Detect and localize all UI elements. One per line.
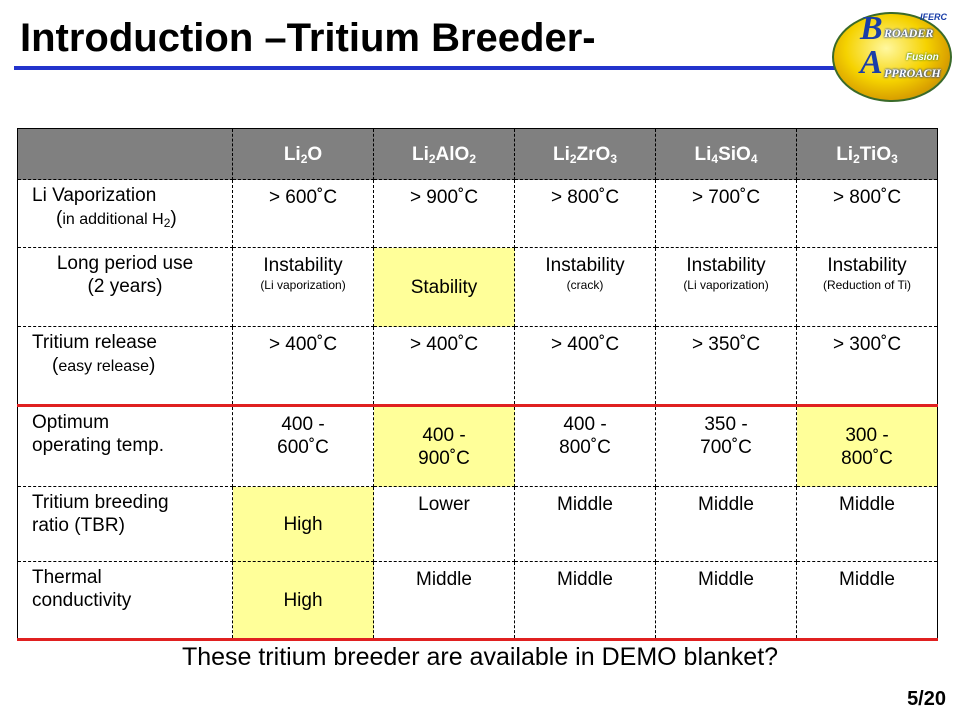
table-row: Thermal conductivity High Middle Middle … bbox=[17, 561, 938, 641]
header-li2zro3: Li2ZrO3 bbox=[514, 128, 656, 180]
table-cell: Lower bbox=[373, 486, 515, 562]
table-cell: Instability (crack) bbox=[514, 247, 656, 327]
table-row: Tritium breeding ratio (TBR) High Lower … bbox=[17, 486, 938, 562]
row-label-optimum-operating-temp: Optimum operating temp. bbox=[17, 404, 233, 487]
table-cell: 400 -800˚C bbox=[514, 404, 656, 487]
table-cell: 350 -700˚C bbox=[655, 404, 797, 487]
table-cell-highlighted: High bbox=[232, 561, 374, 641]
table-cell: Middle bbox=[796, 561, 938, 641]
logo-emblem bbox=[832, 12, 952, 102]
table-cell: > 400˚C bbox=[514, 326, 656, 406]
table-cell: Instability (Li vaporization) bbox=[655, 247, 797, 327]
logo-letter-a: A bbox=[860, 44, 883, 81]
table-cell: > 900˚C bbox=[373, 179, 515, 248]
closing-question: These tritium breeder are available in D… bbox=[181, 643, 779, 671]
table-row: Li Vaporization (in additional H2) > 600… bbox=[17, 179, 938, 248]
table-cell-highlighted: Stability bbox=[373, 247, 515, 327]
table-cell: > 300˚C bbox=[796, 326, 938, 406]
table-cell: Middle bbox=[514, 561, 656, 641]
table-cell-highlighted: 400 -900˚C bbox=[373, 404, 515, 487]
table-cell: Middle bbox=[373, 561, 515, 641]
table-cell: Instability (Reduction of Ti) bbox=[796, 247, 938, 327]
table-cell: > 800˚C bbox=[796, 179, 938, 248]
table-row: Tritium release (easy release) > 400˚C >… bbox=[17, 326, 938, 406]
breeder-comparison-table: Li2O Li2AlO2 Li2ZrO3 Li4SiO4 Li2TiO3 Li … bbox=[17, 128, 938, 641]
row-label-tritium-release: Tritium release (easy release) bbox=[17, 326, 233, 406]
table-row: Optimum operating temp. 400 -600˚C 400 -… bbox=[17, 404, 938, 487]
logo-text-pproach: PPROACH bbox=[884, 66, 941, 80]
row-label-tritium-breeding-ratio: Tritium breeding ratio (TBR) bbox=[17, 486, 233, 562]
table-cell-highlighted: 300 -800˚C bbox=[796, 404, 938, 487]
title-underline bbox=[14, 66, 840, 70]
logo-text-roader: ROADER bbox=[884, 26, 934, 40]
header-li4sio4: Li4SiO4 bbox=[655, 128, 797, 180]
logo-letter-b: B bbox=[860, 10, 883, 47]
table-cell-highlighted: High bbox=[232, 486, 374, 562]
header-li2o: Li2O bbox=[232, 128, 374, 180]
table-row: Long period use (2 years) Instability (Li… bbox=[17, 247, 938, 327]
slide-title: Introduction –Tritium Breeder- bbox=[20, 16, 596, 60]
table-cell: 400 -600˚C bbox=[232, 404, 374, 487]
table-header-row: Li2O Li2AlO2 Li2ZrO3 Li4SiO4 Li2TiO3 bbox=[17, 128, 938, 180]
table-cell: Middle bbox=[796, 486, 938, 562]
table-cell: > 800˚C bbox=[514, 179, 656, 248]
table-cell: Middle bbox=[655, 486, 797, 562]
table-cell: > 400˚C bbox=[373, 326, 515, 406]
page-number: 5/20 bbox=[907, 688, 946, 710]
broader-approach-logo: B ROADER IFERC Fusion A PPROACH bbox=[826, 0, 954, 104]
table-cell: > 600˚C bbox=[232, 179, 374, 248]
logo-text-iferc: IFERC bbox=[920, 12, 947, 22]
table-cell: Instability (Li vaporization) bbox=[232, 247, 374, 327]
row-label-long-period-use: Long period use (2 years) bbox=[17, 247, 233, 327]
table-cell: Middle bbox=[514, 486, 656, 562]
row-label-thermal-conductivity: Thermal conductivity bbox=[17, 561, 233, 641]
logo-text-fusion: Fusion bbox=[906, 52, 939, 63]
header-li2alo2: Li2AlO2 bbox=[373, 128, 515, 180]
table-cell: > 350˚C bbox=[655, 326, 797, 406]
table-cell: > 700˚C bbox=[655, 179, 797, 248]
row-label-li-vaporization: Li Vaporization (in additional H2) bbox=[17, 179, 233, 248]
table-cell: Middle bbox=[655, 561, 797, 641]
header-corner-cell bbox=[17, 128, 233, 180]
table-cell: > 400˚C bbox=[232, 326, 374, 406]
header-li2tio3: Li2TiO3 bbox=[796, 128, 938, 180]
